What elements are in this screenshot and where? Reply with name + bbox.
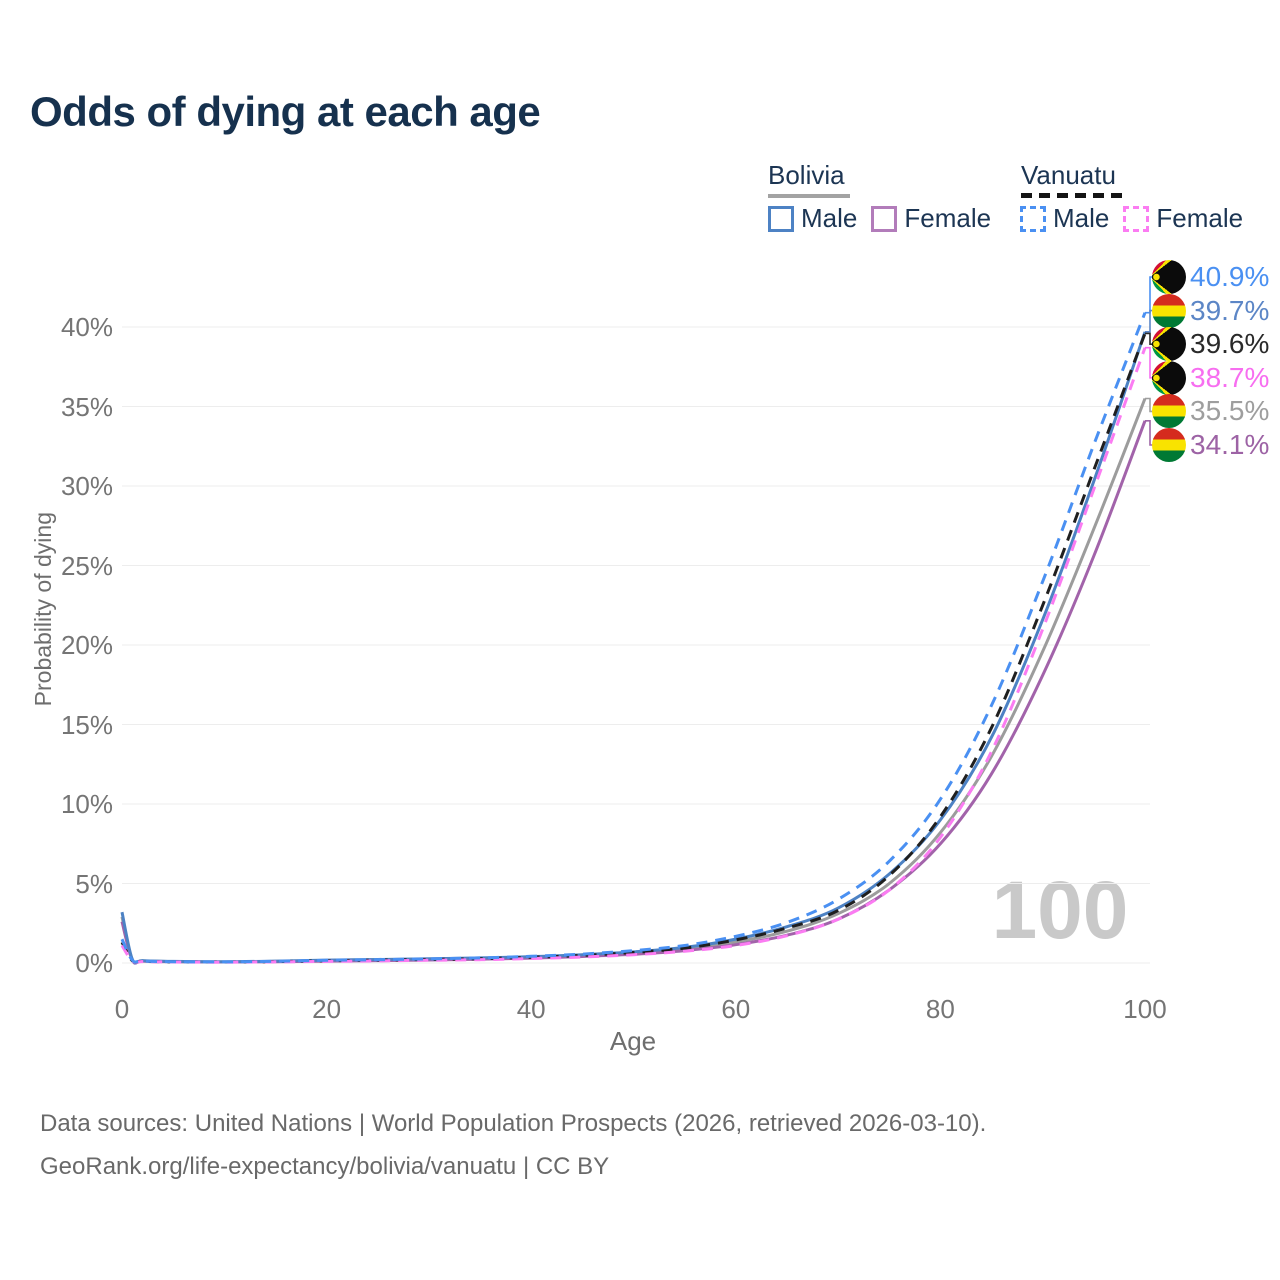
- legend-group-vanuatu[interactable]: Vanuatu: [1021, 160, 1116, 190]
- bolivia-flag-icon: [1152, 293, 1186, 328]
- vanuatu-dashed-line-swatch: [1021, 193, 1122, 198]
- x-tick-label: 20: [312, 994, 342, 1024]
- x-tick-label: 80: [925, 994, 955, 1024]
- page-title: Odds of dying at each age: [30, 88, 541, 135]
- series-line-bolivia-female: [120, 420, 1147, 965]
- end-label-value: 40.9%: [1190, 261, 1270, 292]
- y-tick-label: 5%: [75, 868, 113, 899]
- end-label-value: 38.7%: [1190, 361, 1270, 393]
- legend-item-vanuatu-male[interactable]: Male: [1020, 203, 1109, 234]
- vanuatu-flag-icon: [1152, 260, 1186, 294]
- attribution-text: GeoRank.org/life-expectancy/bolivia/vanu…: [40, 1153, 610, 1180]
- x-tick-label: 100: [1123, 994, 1167, 1024]
- legend-item-bolivia-male[interactable]: Male: [768, 203, 857, 234]
- legend-group-bolivia[interactable]: Bolivia: [768, 160, 845, 190]
- footer: Data sources: United Nations | World Pop…: [40, 1102, 986, 1188]
- vanuatu-female-checkbox-icon[interactable]: [1123, 205, 1150, 232]
- legend-row-vanuatu: Male Female: [1020, 203, 1243, 234]
- legend-item-bolivia-female[interactable]: Female: [871, 203, 991, 234]
- y-tick-label: 15%: [60, 709, 113, 740]
- series-line-bolivia-male: [120, 331, 1147, 965]
- bolivia-flag-icon: [1152, 428, 1186, 462]
- end-label-value: 39.7%: [1190, 294, 1270, 326]
- x-tick-label: 0: [114, 994, 130, 1024]
- data-sources-text: Data sources: United Nations | World Pop…: [40, 1110, 987, 1137]
- vanuatu-male-checkbox-icon[interactable]: [1020, 205, 1046, 232]
- bolivia-solid-line-swatch: [768, 194, 850, 198]
- y-tick-label: 25%: [60, 550, 113, 581]
- bolivia-female-checkbox-icon[interactable]: [871, 205, 898, 232]
- y-tick-label: 35%: [60, 391, 113, 422]
- series-line-vanuatu-female: [120, 347, 1147, 964]
- vanuatu-flag-icon: [1152, 360, 1186, 395]
- x-tick-label: 60: [721, 994, 751, 1024]
- legend-label: Male: [801, 203, 858, 233]
- legend-label: Male: [1053, 203, 1110, 233]
- series-line-bolivia-total: [120, 397, 1147, 965]
- series-line-vanuatu-male: [120, 312, 1147, 964]
- y-tick-label: 20%: [60, 630, 113, 660]
- y-tick-label: 10%: [60, 789, 113, 819]
- legend-item-vanuatu-female[interactable]: Female: [1123, 203, 1243, 234]
- end-label-value: 34.1%: [1190, 429, 1270, 460]
- legend-label: Female: [904, 203, 992, 233]
- legend-row-bolivia: Male Female: [768, 203, 991, 234]
- legend-label: Female: [1156, 203, 1244, 233]
- bolivia-male-checkbox-icon[interactable]: [768, 205, 794, 232]
- x-axis-title: Age: [609, 1026, 657, 1056]
- y-tick-label: 30%: [60, 471, 113, 501]
- y-tick-label: 0%: [75, 948, 113, 978]
- vanuatu-flag-icon: [1152, 327, 1186, 362]
- end-label-value: 39.6%: [1190, 328, 1270, 360]
- bolivia-flag-icon: [1152, 394, 1186, 429]
- end-label-value: 35.5%: [1190, 395, 1270, 427]
- y-tick-label: 40%: [60, 312, 113, 342]
- series-line-vanuatu-total: [120, 332, 1147, 964]
- x-tick-label: 40: [516, 994, 546, 1024]
